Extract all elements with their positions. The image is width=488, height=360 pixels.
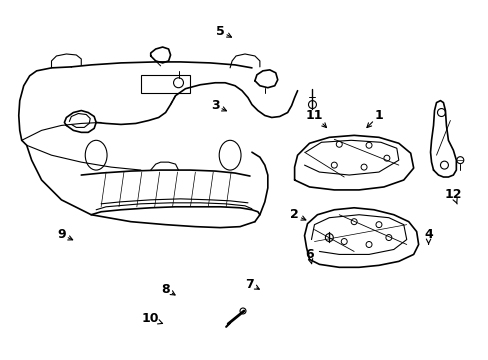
Text: 6: 6 [305,248,313,264]
Text: 8: 8 [161,283,175,296]
Text: 3: 3 [210,99,226,112]
Text: 2: 2 [290,208,305,221]
Text: 9: 9 [57,228,73,241]
Text: 7: 7 [245,278,259,291]
Bar [141,75,190,93]
Text: 5: 5 [215,24,231,38]
Text: 10: 10 [142,312,163,325]
Text: 12: 12 [444,188,461,204]
Text: 4: 4 [423,228,432,244]
Text: 1: 1 [366,109,383,127]
Text: 11: 11 [305,109,326,127]
